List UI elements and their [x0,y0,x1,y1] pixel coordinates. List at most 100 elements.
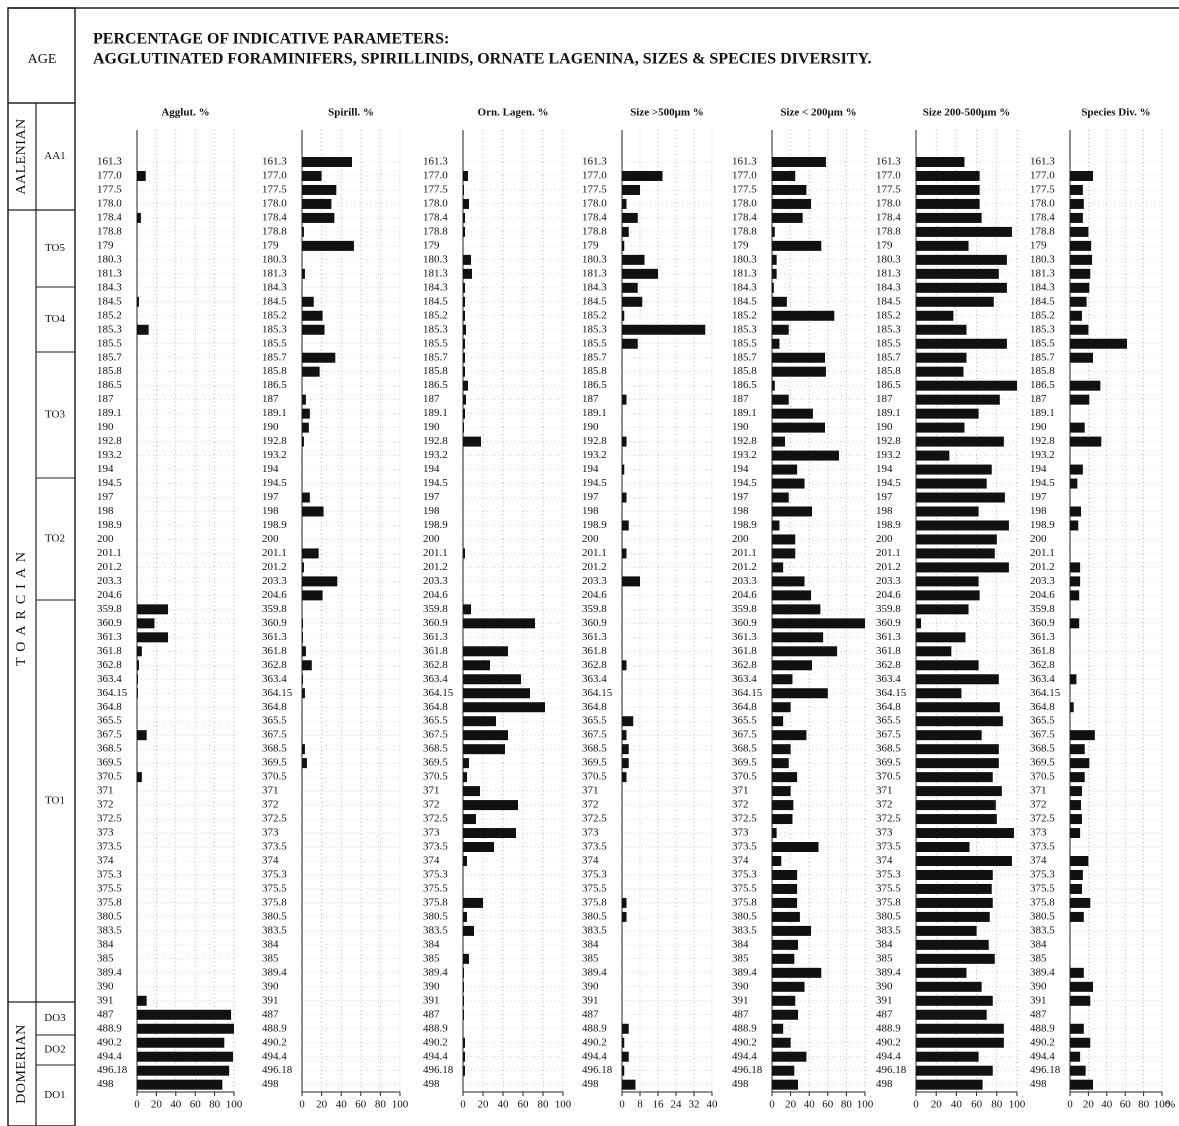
depth-label: 197 [97,491,114,503]
bar [1070,1079,1093,1090]
bar [916,1051,979,1062]
bar [463,688,530,699]
bar [622,296,643,307]
bar [916,925,977,936]
depth-label: 185.5 [423,337,448,349]
bar [772,744,791,755]
bar [463,548,465,559]
depth-label: 373.5 [876,841,901,853]
depth-label: 198.9 [1030,519,1055,531]
bar [916,1065,993,1076]
depth-label: 201.2 [423,561,448,573]
depth-label: 194.5 [1030,477,1055,489]
depth-label: 189.1 [582,407,607,419]
depth-label: 488.9 [582,1022,607,1034]
depth-label: 179 [876,239,893,251]
depth-label: 194.5 [876,477,901,489]
depth-label: 490.2 [423,1036,448,1048]
depth-label: 372 [262,799,279,811]
depth-label: 383.5 [876,924,901,936]
depth-label: 359.8 [423,603,448,615]
bar [622,198,627,209]
bar [772,702,791,713]
bar [772,157,826,167]
depth-label: 373.5 [423,841,448,853]
bar [1070,422,1085,433]
depth-label: 375.8 [582,896,607,908]
x-tick-label: 100 [392,1099,409,1111]
x-tick-label: 32 [689,1099,700,1111]
bar [1070,995,1091,1006]
bar [772,716,784,727]
bar [1070,436,1102,447]
bar [1070,478,1078,489]
depth-label: 203.3 [97,575,122,587]
depth-label: 385 [876,952,893,964]
bar [463,310,465,321]
depth-label: 490.2 [732,1036,757,1048]
bar [772,226,775,237]
bar [1070,674,1077,685]
depth-label: 178.0 [876,197,901,209]
bar [916,226,1012,237]
bar [916,688,962,699]
depth-label: 184.5 [1030,295,1055,307]
bar [463,911,467,922]
depth-label: 187 [423,393,440,405]
depth-label: 390 [262,980,279,992]
bar [302,688,305,699]
bar [463,814,476,825]
bar [622,660,627,671]
depth-label: 361.8 [262,645,287,657]
depth-label: 177.5 [97,183,122,195]
bar [463,842,494,853]
depth-label: 380.5 [732,910,757,922]
depth-label: 363.4 [1030,673,1055,685]
bar [302,240,354,251]
depth-label: 178.0 [262,197,287,209]
depth-label: 185.2 [97,309,122,321]
x-tick-label: 0 [913,1099,919,1111]
x-tick-label: 0 [134,1099,140,1111]
depth-label: 362.8 [876,659,901,671]
x-tick-label: 60 [822,1099,834,1111]
bar [1070,254,1093,265]
x-tick-label: 40 [707,1099,719,1111]
depth-label: 185.8 [582,365,607,377]
depth-label: 201.1 [97,547,122,559]
bar [463,744,505,755]
depth-label: 375.3 [582,869,607,881]
stage-label: TOARCIAN [14,546,29,666]
stage-label: AALENIAN [14,118,29,194]
depth-label: 178.8 [262,225,287,237]
bar [772,562,784,573]
bar [772,394,789,405]
depth-label: 184.3 [876,281,901,293]
depth-label: 494.4 [1030,1050,1055,1062]
bar [916,464,992,475]
bar [1070,212,1083,223]
depth-label: 193.2 [732,449,757,461]
depth-label: 490.2 [582,1036,607,1048]
x-tick-label: 80 [991,1099,1003,1111]
bar [137,296,139,307]
depth-label: 187 [97,393,114,405]
bar [916,702,1000,713]
x-tick-label: 80 [538,1099,550,1111]
depth-label: 360.9 [1030,617,1055,629]
depth-label: 200 [876,533,893,545]
bar [916,254,1007,265]
bar [137,1079,223,1090]
depth-label: 180.3 [423,253,448,265]
depth-label: 201.1 [1030,547,1055,559]
depth-label: 200 [423,533,440,545]
depth-label: 361.3 [582,631,607,643]
bar [916,800,996,811]
depth-label: 380.5 [1030,910,1055,922]
depth-label: 384 [423,938,440,950]
bar [463,184,464,195]
depth-label: 372.5 [262,813,287,825]
bar [772,240,822,251]
depth-label: 389.4 [423,966,448,978]
